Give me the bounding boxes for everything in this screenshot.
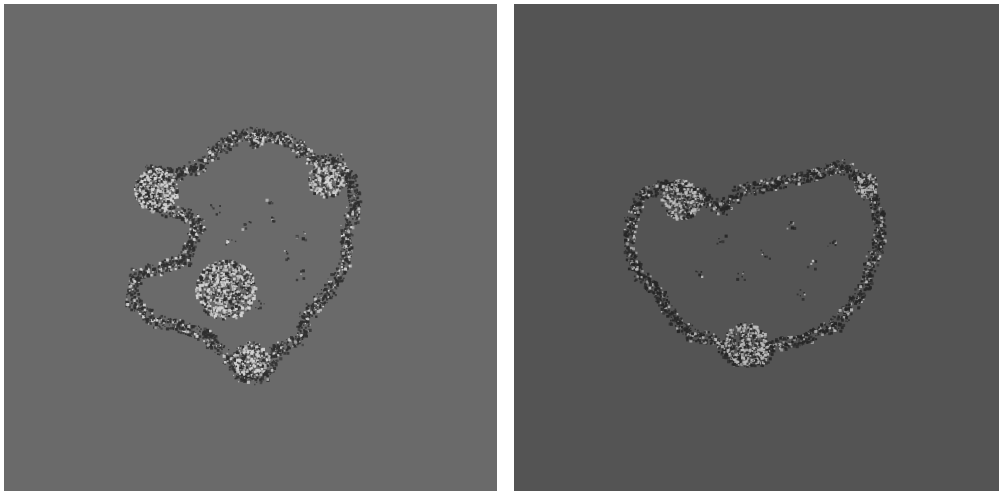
image-background xyxy=(4,4,497,491)
speckle-outline xyxy=(125,126,363,386)
left-particle-cluster xyxy=(4,4,497,491)
speckle-outline xyxy=(623,159,887,368)
image-background xyxy=(514,4,999,491)
right-particle-cluster xyxy=(514,4,999,491)
right-panel-image xyxy=(514,4,999,491)
left-panel-image xyxy=(4,4,497,491)
